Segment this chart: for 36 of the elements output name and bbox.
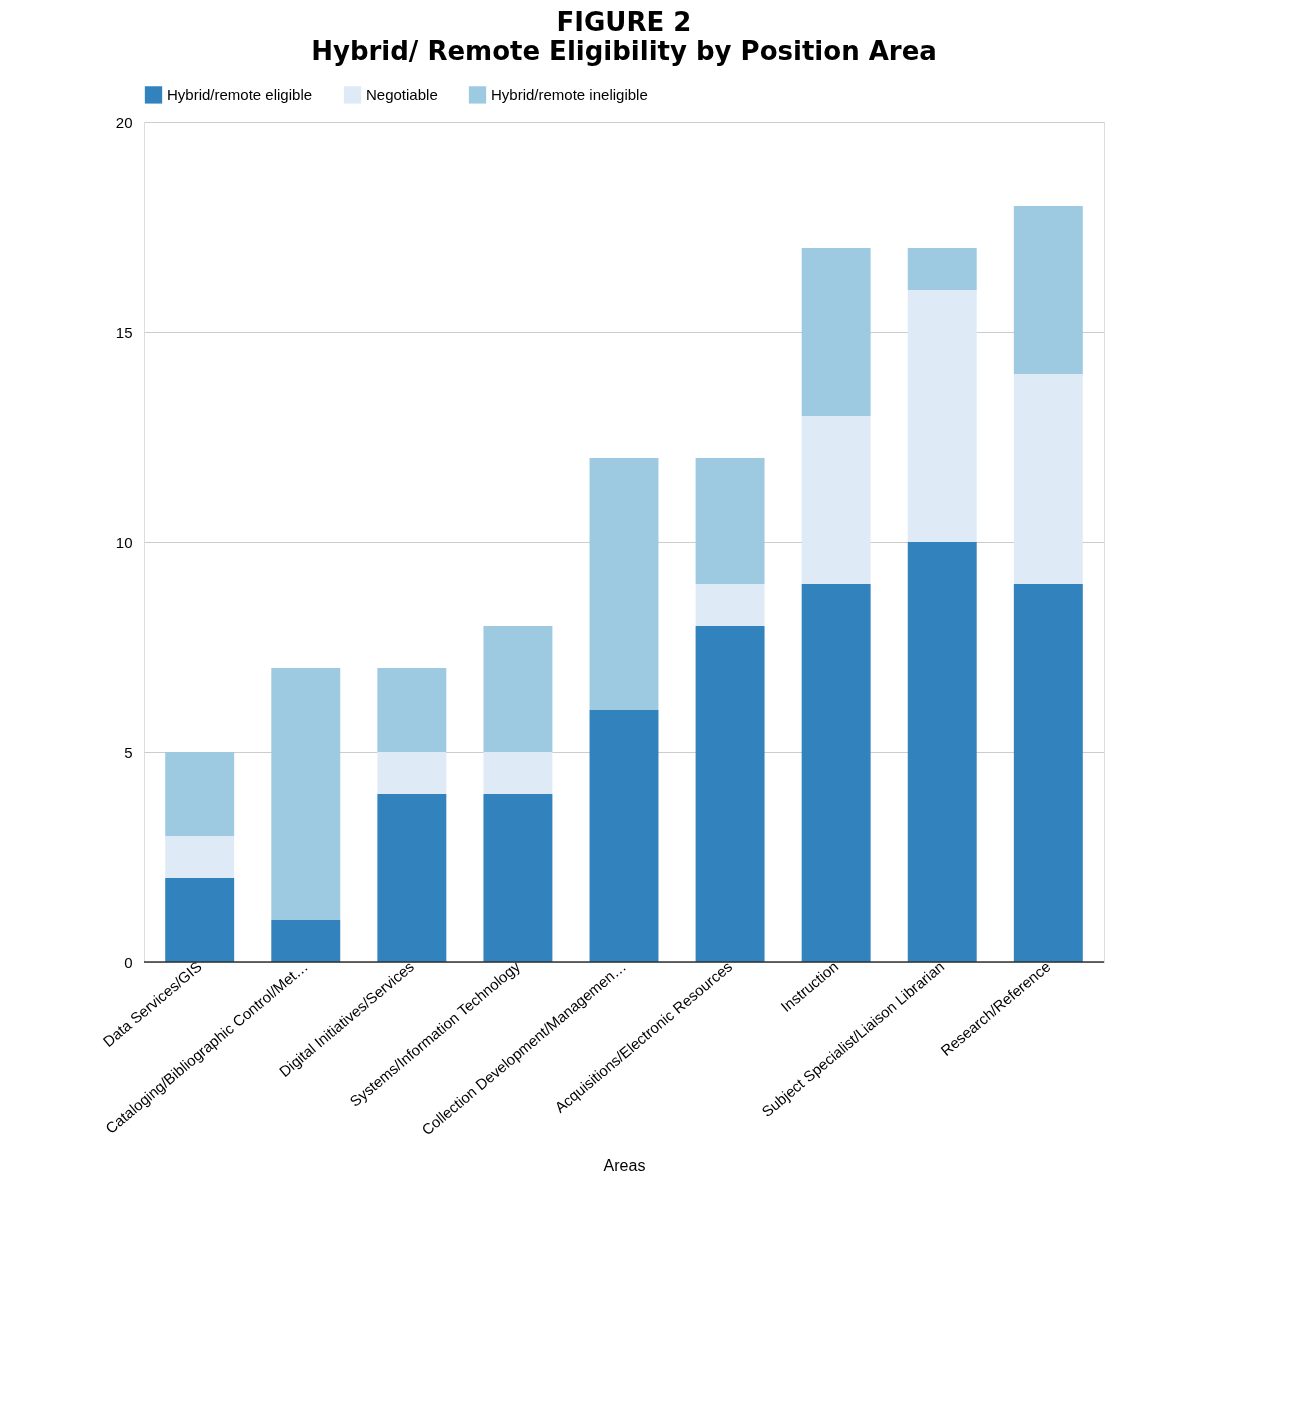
bar	[907, 290, 977, 542]
bar	[589, 458, 659, 710]
y-tick-label: 15	[115, 323, 133, 341]
chart-subtitle: Hybrid/ Remote Eligibility by Position Area	[311, 36, 937, 66]
legend-label: Hybrid/remote eligible	[167, 85, 313, 103]
bar	[377, 794, 447, 962]
bar	[695, 584, 765, 626]
bar	[165, 752, 235, 836]
bar	[483, 794, 553, 962]
bar	[271, 920, 341, 962]
y-tick-label: 10	[115, 533, 133, 551]
bar	[377, 668, 447, 752]
bar	[801, 416, 871, 584]
bar	[695, 458, 765, 584]
bar	[483, 626, 553, 752]
bar	[907, 542, 977, 962]
bar	[1013, 584, 1083, 962]
bar	[801, 248, 871, 416]
legend-label: Negotiable	[366, 85, 438, 103]
legend-label: Hybrid/remote ineligible	[491, 85, 648, 103]
bar	[907, 248, 977, 290]
bar	[801, 584, 871, 962]
bar	[271, 668, 341, 920]
bar	[377, 752, 447, 794]
bar	[589, 710, 659, 962]
bar	[483, 752, 553, 794]
x-axis-title: Areas	[603, 1157, 646, 1175]
y-tick-label: 5	[124, 743, 133, 761]
bar	[165, 878, 235, 962]
bar	[165, 836, 235, 878]
bar	[1013, 206, 1083, 374]
y-tick-label: 0	[124, 953, 133, 971]
bar	[695, 626, 765, 962]
y-tick-label: 20	[115, 113, 133, 131]
chart-title: FIGURE 2	[556, 7, 692, 37]
bar	[1013, 374, 1083, 584]
